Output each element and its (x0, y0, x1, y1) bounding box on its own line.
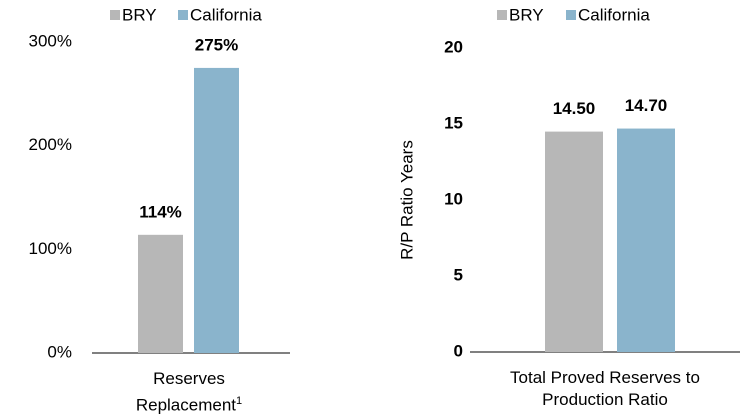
legend-label: California (578, 5, 650, 24)
y-axis-label: R/P Ratio Years (397, 140, 416, 260)
legend-swatch (566, 10, 576, 20)
footnote-marker: 1 (236, 395, 243, 407)
y-tick-label: 0 (454, 341, 463, 360)
value-label: 114% (139, 202, 182, 221)
bar (194, 67, 239, 354)
category-text: Reserves Replacement (135, 369, 237, 415)
value-label: 14.50 (553, 99, 596, 118)
value-label: 275% (195, 35, 238, 54)
legend-swatch (497, 10, 507, 20)
legend-label: BRY (509, 5, 544, 24)
legend-label: BRY (122, 5, 157, 24)
value-label: 14.70 (625, 96, 668, 115)
y-tick-label: 100% (29, 239, 72, 258)
bar (617, 128, 675, 352)
y-tick-label: 5 (454, 265, 463, 284)
y-tick-label: 10 (444, 189, 463, 208)
y-tick-label: 20 (444, 37, 463, 56)
bar (545, 131, 603, 352)
y-tick-label: 15 (444, 113, 463, 132)
y-tick-label: 300% (29, 31, 72, 50)
y-tick-label: 0% (47, 342, 72, 361)
legend-swatch (110, 10, 120, 20)
legend-label: California (190, 5, 262, 24)
x-tick-label: Reserves Replacement1 (99, 368, 279, 415)
category-text: Total Proved Reserves to Production Rati… (510, 368, 700, 409)
y-tick-label: 200% (29, 135, 72, 154)
x-tick-label: Total Proved Reserves to Production Rati… (495, 367, 715, 411)
legend-swatch (178, 10, 188, 20)
bar (138, 234, 183, 353)
